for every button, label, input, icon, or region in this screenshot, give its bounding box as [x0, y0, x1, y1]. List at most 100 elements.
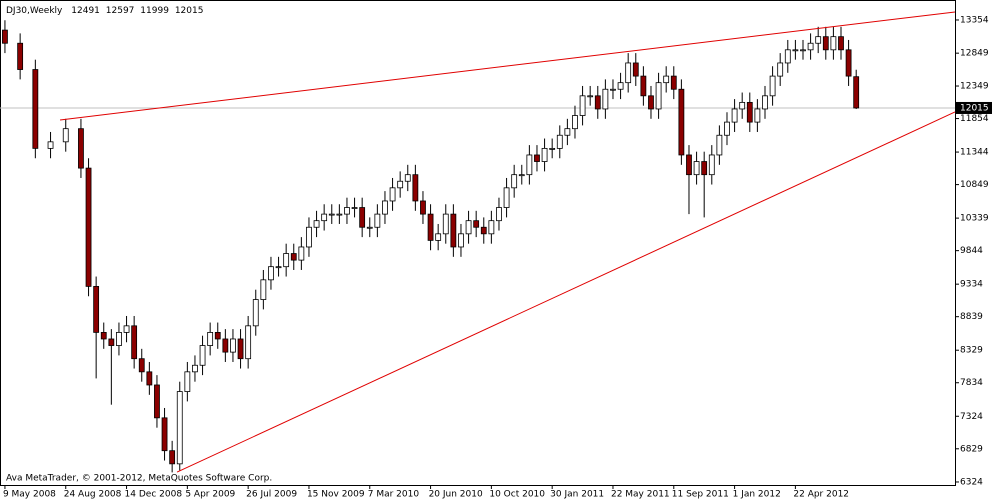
candle-body: [480, 226, 487, 235]
candle-body: [708, 154, 715, 176]
candle-body: [579, 95, 586, 116]
y-tick-label: 6829: [960, 444, 983, 454]
x-tick-label: 14 Dec 2008: [125, 490, 183, 500]
y-tick-label: 8839: [960, 312, 983, 322]
y-tick-label: 9844: [960, 246, 983, 256]
y-tick-label: 7834: [960, 378, 983, 388]
candle-body: [602, 88, 609, 110]
candle-body: [93, 285, 100, 333]
candle-body: [313, 220, 320, 228]
candle-body: [815, 36, 822, 44]
candle-body: [518, 174, 525, 177]
candle-body: [207, 332, 214, 346]
y-tick-label: 11344: [960, 148, 989, 158]
candle-body: [784, 49, 791, 64]
candle-body: [845, 49, 852, 77]
header: DJ30,Weekly 12491 12597 11999 12015: [6, 6, 203, 16]
candle-body: [769, 75, 776, 97]
candle-body: [32, 69, 39, 149]
x-tick-label: 15 Nov 2009: [307, 490, 365, 500]
candle-body: [792, 49, 799, 52]
candle-body: [123, 325, 130, 333]
candle-body: [237, 338, 244, 360]
candle-body: [306, 226, 312, 248]
candle-body: [473, 220, 480, 228]
candle-body: [199, 345, 206, 366]
x-tick-label: 10 Oct 2010: [489, 490, 545, 500]
candle-body: [17, 42, 24, 70]
x-tick-label: 1 Jan 2012: [733, 490, 781, 500]
candle-body: [442, 213, 449, 235]
y-tick-label: 11854: [960, 114, 989, 124]
candle-body: [625, 62, 632, 84]
candle-body: [298, 246, 305, 261]
price-box: [956, 101, 992, 114]
candle-body: [465, 220, 472, 235]
x-tick-label: 22 May 2011: [611, 490, 670, 500]
candle-body: [853, 76, 860, 109]
candle-body: [404, 174, 411, 182]
y-tick-label: 8329: [960, 346, 983, 356]
candle-body: [351, 207, 358, 209]
y-tick-label: 7324: [960, 412, 983, 422]
candle-body: [587, 95, 594, 98]
candle-body: [556, 134, 563, 149]
candle-body: [648, 95, 654, 110]
footer: Ava MetaTrader, © 2001-2012, MetaQuotes …: [6, 474, 272, 484]
y-tick-label: 13354: [960, 15, 989, 25]
candle-body: [526, 154, 533, 176]
candle-body: [746, 101, 753, 123]
candle-body: [2, 29, 8, 44]
candle-body: [511, 174, 518, 189]
header-high: 12597: [106, 6, 135, 16]
candle-body: [321, 213, 328, 222]
candle-body: [138, 358, 145, 373]
candle-body: [62, 128, 69, 143]
trendline: [176, 111, 956, 473]
header-open: 12491: [71, 6, 100, 16]
candle-body: [822, 36, 829, 51]
candle-body: [336, 213, 343, 216]
candle-body: [169, 450, 176, 465]
candle-body: [359, 207, 366, 228]
y-tick-label: 6324: [960, 477, 983, 487]
candle-body: [283, 253, 290, 268]
candle-body: [116, 332, 122, 346]
candle-body: [655, 82, 662, 110]
header-low: 11999: [140, 6, 169, 16]
candle-body: [663, 75, 670, 84]
candle-body: [344, 207, 350, 215]
candle-body: [701, 161, 708, 176]
x-tick-label: 26 Jul 2009: [246, 490, 297, 500]
candle-body: [397, 180, 404, 189]
candle-body: [731, 108, 738, 123]
candle-body: [382, 200, 388, 215]
candle-body: [838, 36, 844, 51]
candle-body: [100, 332, 107, 340]
candle-body: [230, 338, 236, 353]
candle-body: [366, 226, 373, 229]
x-tick-label: 24 Aug 2008: [64, 490, 122, 500]
x-tick-label: 7 Mar 2010: [368, 490, 420, 500]
candle-body: [47, 141, 54, 149]
candle-body: [488, 220, 495, 235]
y-tick-label: 9334: [960, 280, 983, 290]
candle-body: [222, 338, 229, 353]
candle-body: [564, 128, 571, 136]
candle-body: [807, 42, 814, 51]
x-tick-label: 20 Jun 2010: [429, 490, 483, 500]
candle-body: [450, 213, 457, 248]
candle-body: [435, 233, 442, 241]
y-tick-label: 12349: [960, 82, 989, 92]
x-tick-label: 9 May 2008: [3, 490, 56, 500]
candle-body: [252, 299, 259, 327]
y-tick-label: 10339: [960, 214, 989, 224]
candle-body: [693, 161, 700, 176]
candle-body: [594, 95, 601, 110]
candle-body: [389, 187, 396, 202]
candle-body: [754, 108, 761, 123]
symbol: DJ30,Weekly: [6, 6, 63, 16]
header-close: 12015: [175, 6, 204, 16]
x-tick-label: 11 Sep 2011: [672, 490, 729, 500]
